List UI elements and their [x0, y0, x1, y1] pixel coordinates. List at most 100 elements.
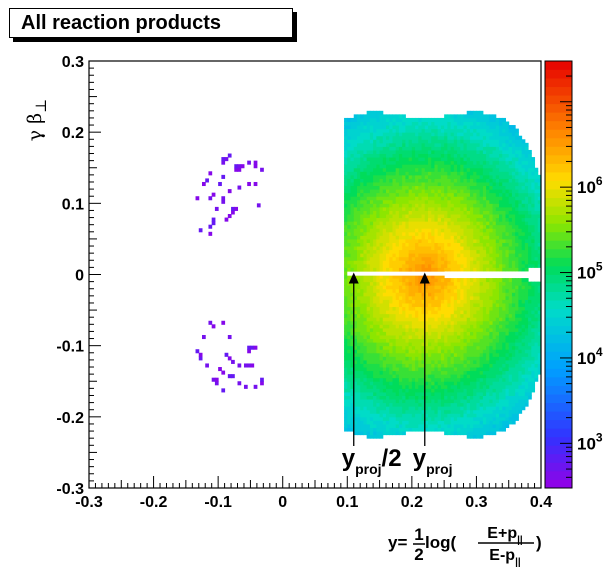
heatmap-cell — [521, 253, 526, 258]
heatmap-cell — [466, 267, 471, 272]
heatmap-cell — [379, 434, 384, 439]
heatmap-cell — [386, 135, 390, 140]
heatmap-cell — [389, 132, 393, 137]
heatmap-cell — [369, 253, 374, 258]
heatmap-cell — [502, 210, 506, 215]
heatmap-cell — [440, 402, 445, 407]
heatmap-cell — [460, 324, 465, 329]
heatmap-cell — [502, 324, 506, 329]
heatmap-cell — [466, 192, 471, 197]
heatmap-cell — [460, 302, 465, 308]
heatmap-cell — [402, 164, 406, 169]
heatmap-cell — [440, 125, 445, 130]
heatmap-cell — [363, 420, 368, 425]
heatmap-cell — [495, 217, 500, 222]
heatmap-cell — [418, 263, 423, 268]
heatmap-cell — [444, 384, 448, 389]
heatmap-cell — [492, 420, 497, 425]
heatmap-cell — [198, 228, 203, 233]
heatmap-cell — [499, 281, 503, 286]
heatmap-cell — [353, 324, 358, 329]
heatmap-cell — [437, 427, 442, 432]
heatmap-cell — [428, 253, 432, 258]
heatmap-cell — [515, 406, 519, 411]
heatmap-cell — [411, 235, 416, 240]
heatmap-cell — [466, 370, 471, 375]
heatmap-cell — [511, 210, 516, 215]
heatmap-cell — [473, 302, 477, 308]
heatmap-cell — [379, 224, 384, 229]
heatmap-cell — [489, 338, 494, 343]
heatmap-cell — [347, 231, 352, 236]
heatmap-cell — [376, 356, 381, 361]
heatmap-cell — [460, 242, 465, 247]
heatmap-cell — [347, 157, 352, 162]
heatmap-cell — [492, 320, 497, 325]
heatmap-cell — [382, 367, 387, 372]
heatmap-cell — [386, 235, 390, 240]
heatmap-cell — [428, 196, 432, 201]
heatmap-cell — [473, 114, 477, 119]
heatmap-cell — [486, 377, 490, 382]
heatmap-cell — [376, 267, 381, 272]
heatmap-cell — [350, 206, 355, 211]
heatmap-cell — [476, 349, 481, 354]
heatmap-cell — [347, 416, 352, 421]
heatmap-cell — [447, 416, 452, 421]
heatmap-cell — [405, 146, 410, 151]
heatmap-cell — [350, 157, 355, 162]
heatmap-cell — [392, 302, 397, 308]
heatmap-cell — [382, 235, 387, 240]
heatmap-cell — [508, 235, 513, 240]
heatmap-cell — [495, 281, 500, 286]
heatmap-cell — [505, 146, 510, 151]
heatmap-cell — [389, 388, 393, 393]
heatmap-cell — [479, 249, 484, 254]
heatmap-cell — [344, 306, 348, 311]
heatmap-cell — [518, 334, 523, 340]
heatmap-cell — [460, 174, 465, 179]
heatmap-cell — [511, 185, 516, 190]
heatmap-cell — [421, 157, 426, 162]
heatmap-cell — [434, 388, 439, 393]
heatmap-cell — [395, 306, 400, 311]
heatmap-cell — [521, 295, 526, 300]
heatmap-cell — [373, 391, 377, 396]
heatmap-cell — [469, 153, 474, 158]
heatmap-cell — [395, 384, 400, 389]
heatmap-cell — [366, 384, 371, 389]
heatmap-cell — [398, 306, 403, 311]
heatmap-cell — [408, 327, 413, 332]
heatmap-cell — [453, 132, 458, 137]
heatmap-cell — [469, 402, 474, 407]
heatmap-cell — [408, 384, 413, 389]
heatmap-cell — [398, 231, 403, 236]
heatmap-cell — [499, 327, 503, 332]
heatmap-cell — [227, 153, 232, 158]
heatmap-cell — [421, 313, 426, 318]
heatmap-cell — [479, 203, 484, 208]
heatmap-cell — [344, 274, 348, 279]
heatmap-cell — [437, 395, 442, 400]
heatmap-cell — [376, 164, 381, 169]
heatmap-cell — [486, 235, 490, 240]
heatmap-cell — [402, 178, 406, 183]
heatmap-cell — [398, 395, 403, 400]
heatmap-cell — [473, 181, 477, 187]
heatmap-cell — [344, 409, 348, 414]
heatmap-cell — [379, 121, 384, 126]
heatmap-cell — [424, 231, 429, 236]
heatmap-cell — [376, 149, 381, 155]
heatmap-cell — [408, 363, 413, 368]
heatmap-cell — [363, 367, 368, 372]
heatmap-cell — [440, 238, 445, 243]
heatmap-cell — [411, 377, 416, 382]
heatmap-cell — [463, 381, 468, 386]
heatmap-cell — [356, 263, 361, 268]
heatmap-cell — [418, 146, 423, 151]
heatmap-cell — [469, 160, 474, 165]
heatmap-cell — [466, 377, 471, 382]
heatmap-cell — [431, 406, 435, 411]
heatmap-cell — [453, 324, 458, 329]
heatmap-cell — [460, 395, 465, 400]
